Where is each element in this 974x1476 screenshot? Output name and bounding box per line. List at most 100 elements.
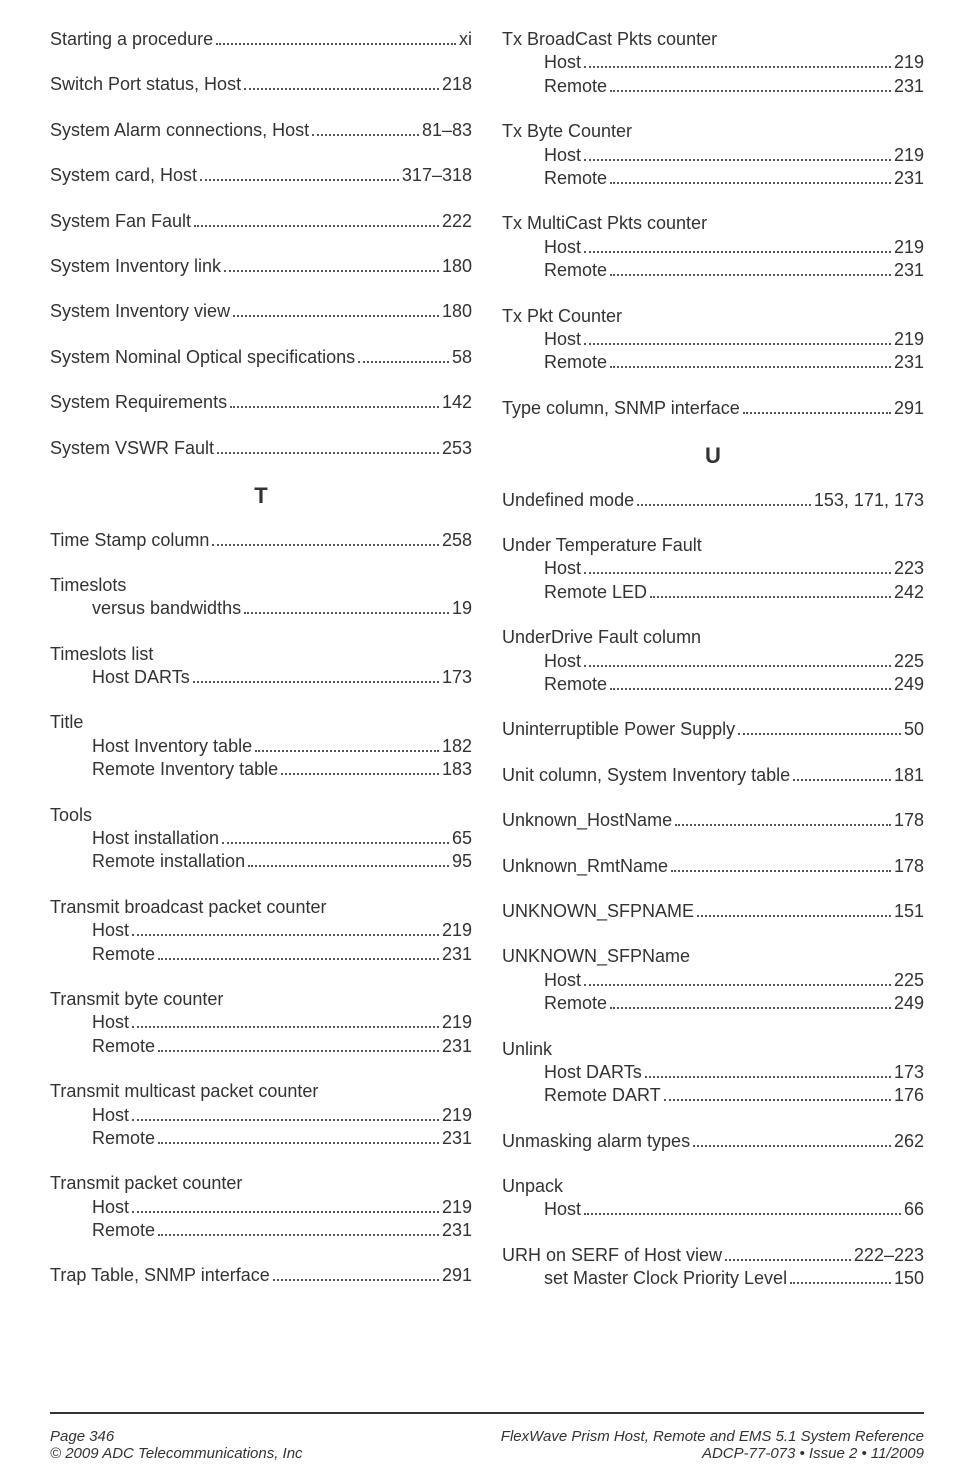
index-label: Timeslots (50, 574, 126, 597)
index-entry: System Alarm connections, Host81–83 (50, 119, 472, 142)
index-heading: Tools (50, 804, 472, 827)
index-line: Remote231 (502, 75, 924, 98)
index-heading: Tx BroadCast Pkts counter (502, 28, 924, 51)
index-line: Host225 (502, 650, 924, 673)
index-label: UNKNOWN_SFPNAME (502, 900, 694, 923)
index-page: 176 (894, 1084, 924, 1107)
index-entry: System Nominal Optical specifications58 (50, 346, 472, 369)
index-label: Type column, SNMP interface (502, 397, 740, 420)
index-page: 219 (894, 144, 924, 167)
index-page: 222–223 (854, 1244, 924, 1267)
leader-dots (132, 920, 439, 936)
leader-dots (645, 1062, 891, 1078)
index-heading: Unpack (502, 1175, 924, 1198)
index-label: Transmit broadcast packet counter (50, 896, 326, 919)
index-entry: System card, Host317–318 (50, 164, 472, 187)
leader-dots (610, 168, 891, 184)
index-label: Remote (544, 167, 607, 190)
index-line: System Inventory link180 (50, 255, 472, 278)
index-page: 231 (442, 1127, 472, 1150)
index-label: Host (92, 1011, 129, 1034)
index-page: 231 (442, 943, 472, 966)
index-label: Time Stamp column (50, 529, 209, 552)
index-entry: TitleHost Inventory table182Remote Inven… (50, 711, 472, 781)
index-label: Transmit packet counter (50, 1172, 242, 1195)
index-page: 231 (894, 259, 924, 282)
index-label: Trap Table, SNMP interface (50, 1264, 270, 1287)
index-label: Under Temperature Fault (502, 534, 702, 557)
page-number: Page 346 (50, 1428, 303, 1445)
index-page: 180 (442, 300, 472, 323)
leader-dots (584, 52, 891, 68)
index-label: System Inventory view (50, 300, 230, 323)
index-line: Remote 231 (50, 943, 472, 966)
index-heading: Tx MultiCast Pkts counter (502, 212, 924, 235)
index-page: 173 (442, 666, 472, 689)
index-entry: Uninterruptible Power Supply50 (502, 718, 924, 741)
leader-dots (244, 598, 449, 614)
index-label: Remote (544, 259, 607, 282)
index-page: 249 (894, 992, 924, 1015)
leader-dots (132, 1012, 439, 1028)
index-label: Remote (544, 673, 607, 696)
leader-dots (610, 352, 891, 368)
index-page: 182 (442, 735, 472, 758)
index-label: System Alarm connections, Host (50, 119, 309, 142)
index-line: Host219 (502, 144, 924, 167)
index-line: System card, Host317–318 (50, 164, 472, 187)
index-entry: Tx BroadCast Pkts counterHost219Remote23… (502, 28, 924, 98)
index-label: Host installation (92, 827, 219, 850)
index-entry: Unit column, System Inventory table181 (502, 764, 924, 787)
index-label: Host Inventory table (92, 735, 252, 758)
index-page: 225 (894, 969, 924, 992)
index-entry: ToolsHost installation 65 Remote installat… (50, 804, 472, 874)
index-line: Host219 (502, 51, 924, 74)
index-heading: Transmit broadcast packet counter (50, 896, 472, 919)
index-heading: Timeslots list (50, 643, 472, 666)
index-page: 249 (894, 673, 924, 696)
index-label: URH on SERF of Host view (502, 1244, 722, 1267)
index-columns: Starting a procedurexiSwitch Port status… (50, 28, 924, 1396)
leader-dots (158, 943, 439, 959)
index-page: 219 (442, 919, 472, 942)
index-page: 219 (894, 328, 924, 351)
leader-dots (584, 650, 891, 666)
leader-dots (281, 759, 439, 775)
leader-dots (610, 260, 891, 276)
index-line: Remote231 (50, 1035, 472, 1058)
index-column-right: Tx BroadCast Pkts counterHost219Remote23… (502, 28, 924, 1396)
index-entry: System Inventory link180 (50, 255, 472, 278)
index-page: 173 (894, 1061, 924, 1084)
index-line: System Nominal Optical specifications58 (50, 346, 472, 369)
index-label: Uninterruptible Power Supply (502, 718, 735, 741)
index-line: Host installation 65 (50, 827, 472, 850)
index-label: Host (544, 1198, 581, 1221)
index-label: Timeslots list (50, 643, 153, 666)
index-label: Unlink (502, 1038, 552, 1061)
index-line: Undefined mode153, 171, 173 (502, 489, 924, 512)
leader-dots (793, 764, 891, 780)
index-label: Remote installation (92, 850, 245, 873)
index-entry: Unknown_HostName178 (502, 809, 924, 832)
leader-dots (650, 581, 891, 597)
index-label: Remote LED (544, 581, 647, 604)
index-label: Unpack (502, 1175, 563, 1198)
index-label: Remote (92, 1127, 155, 1150)
leader-dots (222, 828, 449, 844)
index-label: Remote (92, 943, 155, 966)
index-entry: Undefined mode153, 171, 173 (502, 489, 924, 512)
index-entry: UnlinkHost DARTs173Remote DART176 (502, 1038, 924, 1108)
index-page: 183 (442, 758, 472, 781)
index-page: 219 (894, 236, 924, 259)
index-line: Remote 231 (50, 1127, 472, 1150)
section-letter: U (502, 442, 924, 471)
index-heading: Transmit byte counter (50, 988, 472, 1011)
index-label: System card, Host (50, 164, 197, 187)
index-page: 223 (894, 557, 924, 580)
index-page: 178 (894, 809, 924, 832)
index-label: Switch Port status, Host (50, 73, 241, 96)
leader-dots (244, 74, 439, 90)
index-entry: Unknown_RmtName178 (502, 855, 924, 878)
leader-dots (584, 144, 891, 160)
index-page: 65 (452, 827, 472, 850)
